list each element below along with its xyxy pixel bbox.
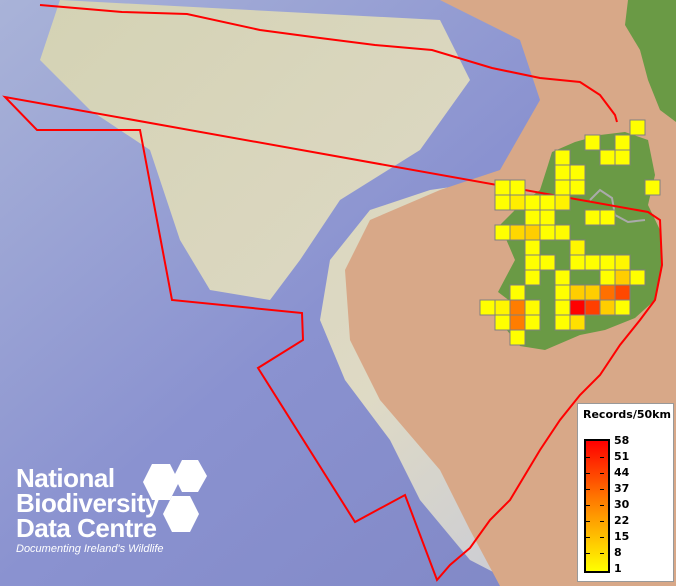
grid-cell[interactable] [584, 299, 601, 316]
grid-cell[interactable] [614, 269, 631, 286]
grid-cell[interactable] [584, 134, 601, 151]
grid-cell[interactable] [509, 194, 526, 211]
legend-tick-mark [600, 489, 604, 490]
grid-cell[interactable] [494, 179, 511, 196]
legend-title: Records/50km [583, 408, 671, 421]
grid-cell[interactable] [644, 179, 661, 196]
grid-cell[interactable] [554, 179, 571, 196]
grid-cell[interactable] [554, 194, 571, 211]
logo-hexagons-icon [143, 460, 207, 532]
grid-cell[interactable] [524, 299, 541, 316]
grid-cell[interactable] [494, 194, 511, 211]
grid-cell[interactable] [614, 284, 631, 301]
legend-tick-mark [586, 553, 590, 554]
grid-cell[interactable] [599, 254, 616, 271]
grid-cell[interactable] [614, 299, 631, 316]
grid-cell[interactable] [554, 149, 571, 166]
grid-cell[interactable] [629, 119, 646, 136]
grid-cell[interactable] [509, 224, 526, 241]
grid-cell[interactable] [569, 299, 586, 316]
color-ramp [584, 439, 610, 573]
grid-cell[interactable] [524, 269, 541, 286]
grid-cell[interactable] [524, 254, 541, 271]
grid-cell[interactable] [509, 299, 526, 316]
grid-cell[interactable] [524, 239, 541, 256]
legend-tick-label: 15 [614, 530, 630, 543]
nbdc-logo: National Biodiversity Data Centre Docume… [16, 460, 207, 555]
legend-tick-label: 30 [614, 498, 630, 511]
great-britain-land [625, 0, 676, 122]
legend: Records/50km 58 51 44 37 30 22 15 8 1 [577, 403, 674, 582]
grid-cell[interactable] [584, 209, 601, 226]
legend-tick-mark [586, 457, 590, 458]
grid-cell[interactable] [599, 299, 616, 316]
grid-cell[interactable] [509, 284, 526, 301]
records-grid [479, 119, 661, 346]
grid-cell[interactable] [599, 284, 616, 301]
logo-line-3: Data Centre [16, 513, 157, 543]
grid-cell[interactable] [569, 254, 586, 271]
grid-cell[interactable] [554, 314, 571, 331]
grid-cell[interactable] [584, 284, 601, 301]
grid-cell[interactable] [599, 269, 616, 286]
legend-tick-mark [600, 457, 604, 458]
grid-cell[interactable] [494, 314, 511, 331]
grid-cell[interactable] [539, 209, 556, 226]
legend-tick-label: 44 [614, 466, 630, 479]
grid-cell[interactable] [509, 329, 526, 346]
legend-tick-label: 22 [614, 514, 630, 527]
logo-line-2: Biodiversity [16, 488, 159, 518]
legend-tick-mark [586, 505, 590, 506]
grid-cell[interactable] [524, 194, 541, 211]
grid-cell[interactable] [569, 314, 586, 331]
grid-cell[interactable] [494, 299, 511, 316]
legend-tick-mark [600, 505, 604, 506]
grid-cell[interactable] [554, 164, 571, 181]
legend-tick-mark [600, 553, 604, 554]
grid-cell[interactable] [599, 209, 616, 226]
legend-tick-label: 8 [614, 546, 622, 559]
grid-cell[interactable] [569, 179, 586, 196]
grid-cell[interactable] [479, 299, 496, 316]
legend-tick-label: 58 [614, 434, 630, 447]
legend-tick-mark [586, 489, 590, 490]
legend-tick-mark [600, 473, 604, 474]
grid-cell[interactable] [539, 254, 556, 271]
grid-cell[interactable] [629, 269, 646, 286]
legend-tick-mark [586, 473, 590, 474]
grid-cell[interactable] [554, 299, 571, 316]
grid-cell[interactable] [554, 269, 571, 286]
legend-tick-mark [586, 521, 590, 522]
logo-tagline: Documenting Ireland's Wildlife [16, 543, 164, 555]
grid-cell[interactable] [509, 314, 526, 331]
legend-tick-mark [586, 537, 590, 538]
grid-cell[interactable] [524, 209, 541, 226]
grid-cell[interactable] [569, 239, 586, 256]
grid-cell[interactable] [539, 224, 556, 241]
grid-cell[interactable] [524, 224, 541, 241]
eez-boundary [2, 4, 664, 582]
grid-cell[interactable] [614, 134, 631, 151]
legend-tick-mark [600, 521, 604, 522]
grid-cell[interactable] [614, 149, 631, 166]
grid-cell[interactable] [599, 149, 616, 166]
grid-cell[interactable] [569, 164, 586, 181]
grid-cell[interactable] [584, 254, 601, 271]
legend-tick-label: 1 [614, 562, 622, 575]
logo-line-1: National [16, 463, 115, 493]
grid-cell[interactable] [569, 284, 586, 301]
grid-cell[interactable] [524, 314, 541, 331]
legend-tick-label: 51 [614, 450, 630, 463]
grid-cell[interactable] [554, 224, 571, 241]
grid-cell[interactable] [554, 284, 571, 301]
grid-cell[interactable] [614, 254, 631, 271]
grid-cell[interactable] [509, 179, 526, 196]
legend-tick-label: 37 [614, 482, 630, 495]
legend-tick-mark [600, 537, 604, 538]
grid-cell[interactable] [494, 224, 511, 241]
grid-cell[interactable] [539, 194, 556, 211]
